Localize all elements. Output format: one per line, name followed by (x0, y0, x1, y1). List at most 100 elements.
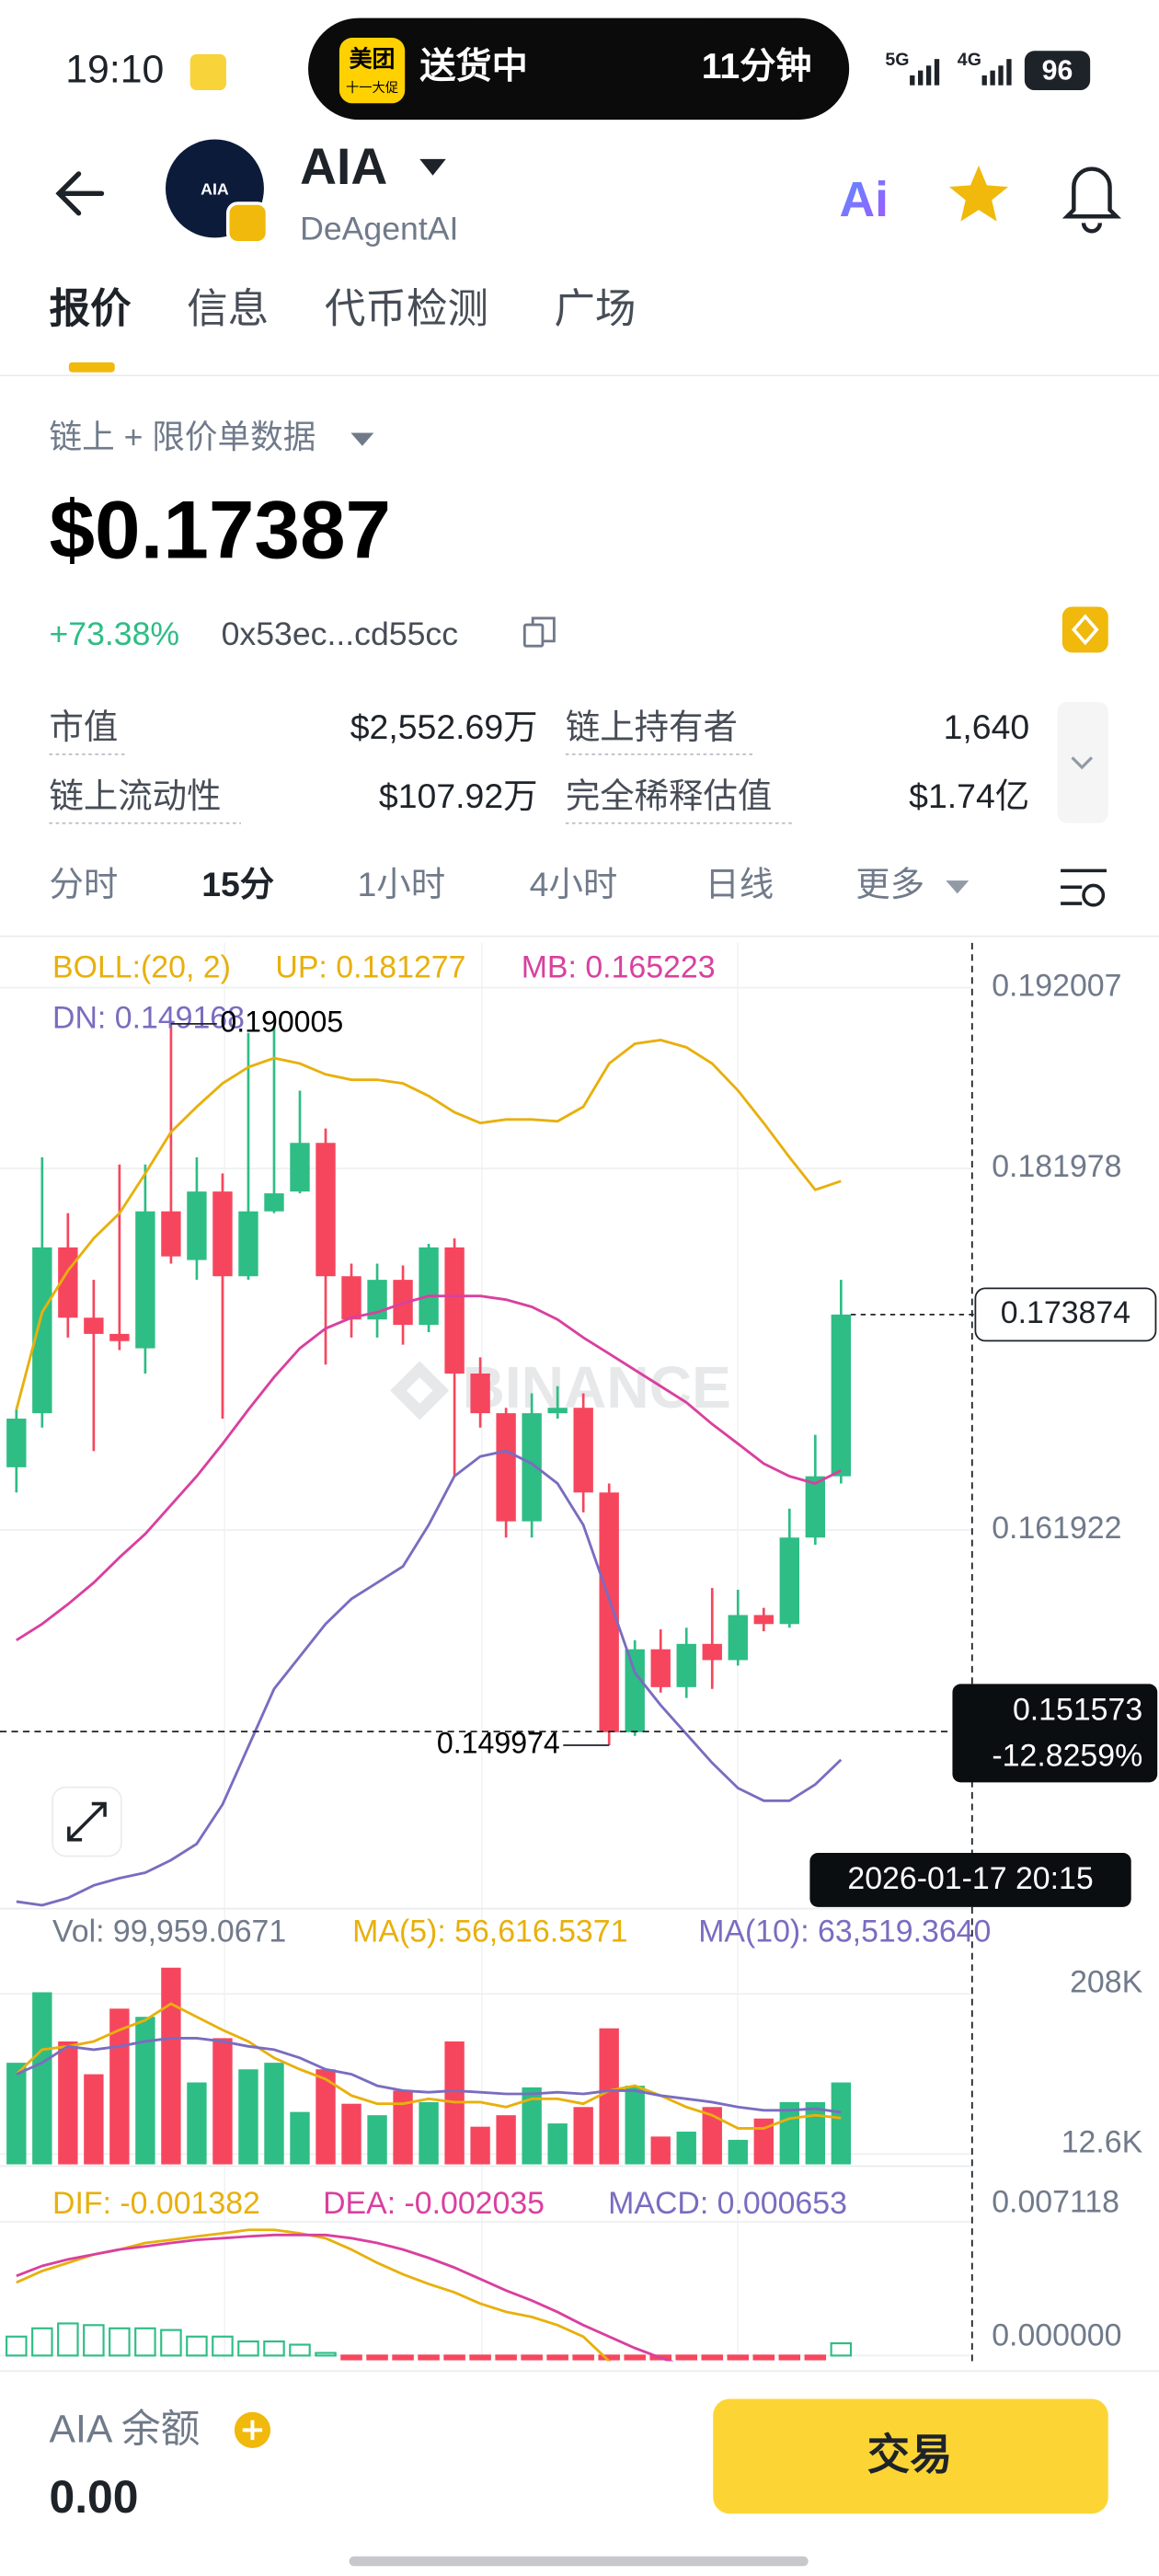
legend-entry: MA(10): 63,519.3640 (698, 1914, 991, 1949)
candle-body (805, 1476, 826, 1538)
meituan-icon (339, 37, 406, 104)
tab[interactable]: 代币检测 (325, 286, 488, 331)
volume-bar (187, 2082, 207, 2165)
interval[interactable]: 1小时 (358, 865, 446, 903)
tab[interactable]: 报价 (49, 286, 132, 331)
indicator-line (16, 2228, 612, 2362)
macd-bar (624, 2354, 646, 2361)
candle-body (6, 1418, 27, 1467)
crosshair-time-box (809, 1853, 1131, 1907)
candle-body (779, 1537, 799, 1625)
indicator-line (16, 1294, 842, 1642)
volume-bar (367, 2115, 387, 2165)
macd-bar (495, 2354, 517, 2361)
macd-bar (160, 2329, 182, 2357)
candle-body (470, 1373, 490, 1414)
tab-indicator (68, 362, 115, 373)
volume-bar (522, 2087, 542, 2165)
macd-bar (469, 2354, 491, 2361)
candle-body (676, 1643, 696, 1687)
volume-bar (419, 2101, 439, 2165)
candle-body (212, 1191, 233, 1277)
candle-body (290, 1143, 310, 1192)
candle-body (753, 1615, 774, 1625)
macd-bar (443, 2354, 465, 2361)
candle-body (650, 1649, 671, 1687)
volume-bar (6, 2063, 27, 2165)
signal-label: 4G (958, 50, 981, 70)
candle-body (831, 1314, 852, 1477)
volume-bar (264, 2063, 284, 2165)
stat-label[interactable]: 链上持有者 (566, 707, 738, 746)
volume-bar (573, 2107, 593, 2165)
interval[interactable]: 15分 (201, 865, 274, 903)
volume-bar (58, 2041, 78, 2165)
interval[interactable]: 4小时 (530, 865, 618, 903)
last-price-box (974, 1287, 1157, 1342)
price-change: +73.38% (49, 615, 179, 652)
volume-title: Vol: 99,959.0671 (52, 1914, 286, 1949)
tab[interactable]: 广场 (554, 286, 636, 331)
chart-settings[interactable] (1061, 868, 1107, 907)
macd-bar (701, 2354, 724, 2361)
volume-bar (470, 2126, 490, 2165)
legend-entry: DIF: -0.001382 (52, 2186, 260, 2221)
plot-area (6, 1967, 852, 2165)
crosshair-price-box (952, 1684, 1158, 1783)
y-tick-label: 12.6K (1061, 2125, 1143, 2160)
expand-stats[interactable] (1057, 701, 1108, 823)
candle-body (702, 1643, 722, 1661)
interval[interactable]: 分时 (49, 865, 118, 903)
signal-label: 5G (885, 50, 909, 70)
source-dropdown[interactable] (350, 432, 374, 446)
token-name: DeAgentAI (300, 211, 458, 247)
signal-bars (910, 59, 940, 86)
volume-bar (805, 2101, 826, 2165)
candle-body (238, 1211, 258, 1277)
notification-bell[interactable] (1061, 167, 1122, 234)
volume-bar (702, 2107, 722, 2165)
crosshair-time: 2026-01-17 20:15 (847, 1861, 1093, 1896)
interval[interactable]: 日线 (705, 865, 774, 903)
chain-icon[interactable] (1061, 606, 1108, 653)
favorite-star[interactable] (948, 166, 1009, 222)
plot-area (6, 2228, 853, 2362)
indicator-line (15, 2002, 842, 2130)
interval[interactable]: 更多 (855, 865, 924, 903)
token-symbol[interactable]: AIA (300, 138, 387, 195)
stat-label[interactable]: 市值 (49, 707, 118, 746)
volume-bar (625, 2086, 645, 2165)
tab[interactable]: 信息 (187, 286, 269, 331)
stat-value: 1,640 (944, 707, 1030, 746)
balance-label: AIA 余额 (49, 2407, 200, 2451)
meituan-name: 美团 (350, 46, 396, 73)
stat-label[interactable]: 链上流动性 (49, 776, 221, 815)
macd-bar (727, 2354, 750, 2361)
token-logo-text: AIA (201, 179, 229, 198)
copy-icon[interactable] (522, 616, 556, 648)
volume-bar (676, 2131, 696, 2165)
indicator-line (15, 1039, 842, 1410)
indicator-line (16, 1449, 843, 1907)
ai-button[interactable]: Ai (839, 173, 888, 227)
macd-bar (31, 2327, 53, 2357)
home-indicator (349, 2556, 809, 2567)
clock: 19:10 (65, 48, 164, 92)
macd-bar (778, 2354, 801, 2361)
stat-label[interactable]: 完全稀释估值 (566, 776, 772, 815)
candle-body (316, 1143, 336, 1277)
data-source[interactable]: 链上 + 限价单数据 (49, 419, 316, 455)
legend-entry: MB: 0.165223 (522, 949, 716, 984)
back-button[interactable] (55, 171, 105, 216)
y-tick-label: 208K (1070, 1965, 1142, 2000)
signal-bars (981, 59, 1012, 86)
stat-value: $2,552.69万 (350, 707, 538, 746)
trade-button[interactable] (713, 2398, 1108, 2514)
candle-body (135, 1211, 155, 1349)
chain-icon-glyph (1071, 614, 1099, 646)
last-price: 0.173874 (1001, 1295, 1130, 1330)
more-dropdown[interactable] (946, 880, 970, 894)
volume-bar (831, 2082, 852, 2165)
candle-body (264, 1193, 284, 1212)
symbol-dropdown[interactable] (419, 158, 446, 176)
